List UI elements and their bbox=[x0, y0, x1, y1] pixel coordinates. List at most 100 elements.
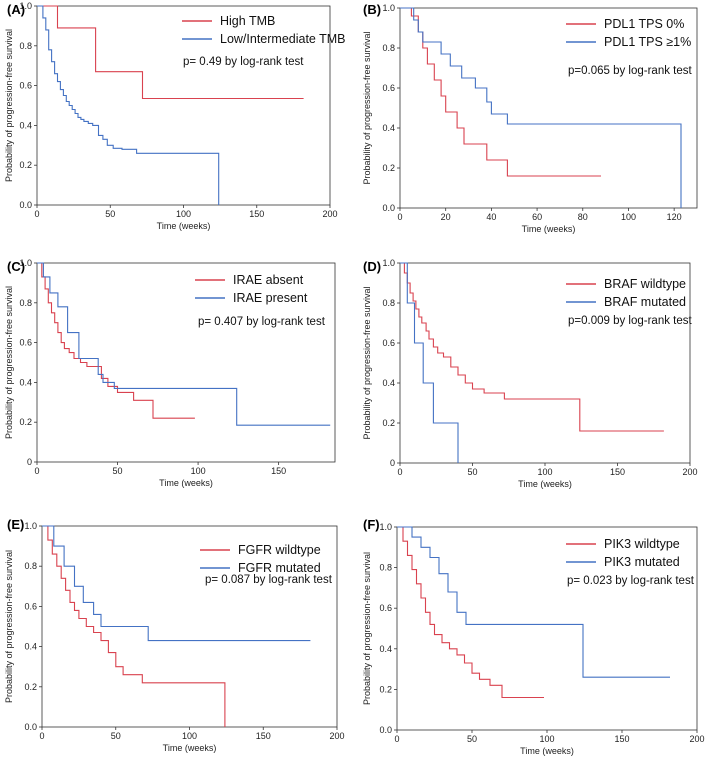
y-tick-label: 0.2 bbox=[19, 417, 32, 427]
x-tick-label: 150 bbox=[610, 467, 625, 477]
y-tick-label: 0.8 bbox=[24, 561, 37, 571]
legend-label: FGFR mutated bbox=[238, 561, 321, 575]
legend-label: PIK3 wildtype bbox=[604, 537, 680, 551]
p-value-annotation: p=0.009 by log-rank test bbox=[568, 315, 693, 327]
survival-curve-red bbox=[37, 5, 304, 100]
y-tick-label: 0.6 bbox=[24, 601, 37, 611]
survival-curve-red bbox=[400, 7, 601, 177]
x-tick-label: 0 bbox=[397, 467, 402, 477]
x-tick-label: 0 bbox=[34, 209, 39, 219]
legend-label: High TMB bbox=[220, 14, 275, 28]
chart-panel-e: (E) 0.0 0.2 0.4 0.6 0.8 1.0 0 50 100 150 200 Time (w… bbox=[4, 517, 345, 753]
chart-panel-a: (A) 0.0 0.2 0.4 0.6 0.8 1.0 0 50 100 150 200 Time (w… bbox=[4, 1, 346, 231]
x-tick-label: 100 bbox=[621, 212, 636, 222]
y-tick-label: 1.0 bbox=[19, 1, 32, 11]
chart-panel-b: (B) 0.0 0.2 0.4 0.6 0.8 1.0 0 20 40 60 80 100 120 Time… bbox=[362, 2, 698, 234]
y-tick-label: 0 bbox=[390, 458, 395, 468]
y-tick-label: 1.0 bbox=[382, 3, 395, 13]
survival-curve-blue bbox=[400, 262, 459, 463]
y-axis-label: Probability of progression-free survival bbox=[4, 286, 14, 439]
legend-label: PDL1 TPS 0% bbox=[604, 17, 684, 31]
x-tick-label: 60 bbox=[532, 212, 542, 222]
y-axis-label: Probability of progression-free survival bbox=[362, 31, 372, 184]
x-axis-label: Time (weeks) bbox=[522, 224, 576, 234]
y-axis-label: Probability of progression-free survival bbox=[4, 550, 14, 703]
survival-curve-red bbox=[397, 526, 544, 699]
legend-label: PIK3 mutated bbox=[604, 555, 680, 569]
y-tick-label: 0.8 bbox=[379, 563, 392, 573]
plot-frame bbox=[399, 262, 691, 464]
x-tick-label: 200 bbox=[322, 209, 337, 219]
plot-frame bbox=[399, 7, 698, 209]
y-tick-label: 0.2 bbox=[382, 163, 395, 173]
legend-label: IRAE absent bbox=[233, 273, 304, 287]
x-tick-label: 50 bbox=[467, 467, 477, 477]
p-value-annotation: p= 0.087 by log-rank test bbox=[205, 574, 333, 586]
y-tick-label: 0.2 bbox=[19, 160, 32, 170]
y-tick-label: 0.0 bbox=[379, 725, 392, 735]
survival-curve-blue bbox=[397, 526, 670, 678]
legend-label: BRAF wildtype bbox=[604, 277, 686, 291]
x-tick-label: 150 bbox=[256, 731, 271, 741]
y-tick-label: 1.0 bbox=[19, 258, 32, 268]
survival-curve-blue bbox=[37, 262, 331, 426]
x-tick-label: 0 bbox=[39, 731, 44, 741]
x-axis-label: Time (weeks) bbox=[159, 478, 213, 488]
y-axis-label: Probability of progression-free survival bbox=[362, 286, 372, 439]
x-tick-label: 150 bbox=[271, 466, 286, 476]
y-tick-label: 1.0 bbox=[382, 258, 395, 268]
x-tick-label: 50 bbox=[467, 734, 477, 744]
y-tick-label: 0.0 bbox=[24, 722, 37, 732]
y-tick-label: 1.0 bbox=[379, 522, 392, 532]
y-tick-label: 0.8 bbox=[19, 41, 32, 51]
x-tick-label: 100 bbox=[176, 209, 191, 219]
x-tick-label: 0 bbox=[394, 734, 399, 744]
x-tick-label: 150 bbox=[614, 734, 629, 744]
y-tick-label: 0.2 bbox=[382, 418, 395, 428]
x-tick-label: 50 bbox=[105, 209, 115, 219]
legend-label: IRAE present bbox=[233, 291, 308, 305]
survival-curve-red bbox=[42, 525, 226, 727]
x-tick-label: 120 bbox=[667, 212, 682, 222]
panel-label: (D) bbox=[363, 259, 381, 274]
x-tick-label: 100 bbox=[182, 731, 197, 741]
x-tick-label: 100 bbox=[539, 734, 554, 744]
y-tick-label: 0.6 bbox=[19, 338, 32, 348]
survival-curve-blue bbox=[400, 7, 682, 208]
x-tick-label: 200 bbox=[682, 467, 697, 477]
panel-label: (E) bbox=[7, 517, 24, 532]
survival-curve-red bbox=[400, 262, 664, 432]
y-tick-label: 0.6 bbox=[379, 603, 392, 613]
p-value-annotation: p= 0.407 by log-rank test bbox=[198, 316, 326, 328]
panel-label: (C) bbox=[7, 259, 25, 274]
y-axis-label: Probability of progression-free survival bbox=[362, 552, 372, 705]
chart-panel-c: (C) 0 0.2 0.4 0.6 0.8 1.0 0 50 100 150 Time (weeks)… bbox=[4, 258, 336, 488]
x-axis-label: Time (weeks) bbox=[157, 221, 211, 231]
x-axis-label: Time (weeks) bbox=[518, 479, 572, 489]
y-tick-label: 0.4 bbox=[19, 377, 32, 387]
x-tick-label: 0 bbox=[34, 466, 39, 476]
y-tick-label: 0.4 bbox=[19, 120, 32, 130]
x-tick-label: 100 bbox=[191, 466, 206, 476]
x-tick-label: 150 bbox=[249, 209, 264, 219]
panel-label: (F) bbox=[363, 517, 380, 532]
legend-label: Low/Intermediate TMB bbox=[220, 32, 346, 46]
x-tick-label: 40 bbox=[486, 212, 496, 222]
y-tick-label: 0 bbox=[27, 457, 32, 467]
y-tick-label: 0.4 bbox=[382, 123, 395, 133]
y-tick-label: 0.8 bbox=[382, 298, 395, 308]
y-tick-label: 0.6 bbox=[382, 83, 395, 93]
y-tick-label: 1.0 bbox=[24, 521, 37, 531]
chart-panel-f: (F) 0.0 0.2 0.4 0.6 0.8 1.0 0 50 100 150 200 Time (w… bbox=[362, 517, 705, 756]
x-tick-label: 50 bbox=[111, 731, 121, 741]
y-tick-label: 0.8 bbox=[19, 298, 32, 308]
y-tick-label: 0.0 bbox=[19, 200, 32, 210]
panel-label: (A) bbox=[7, 2, 25, 17]
legend-label: FGFR wildtype bbox=[238, 543, 321, 557]
survival-curve-red bbox=[37, 262, 195, 419]
p-value-annotation: p= 0.023 by log-rank test bbox=[567, 575, 695, 587]
x-tick-label: 0 bbox=[397, 212, 402, 222]
survival-curve-blue bbox=[42, 525, 311, 642]
x-axis-label: Time (weeks) bbox=[520, 746, 574, 756]
